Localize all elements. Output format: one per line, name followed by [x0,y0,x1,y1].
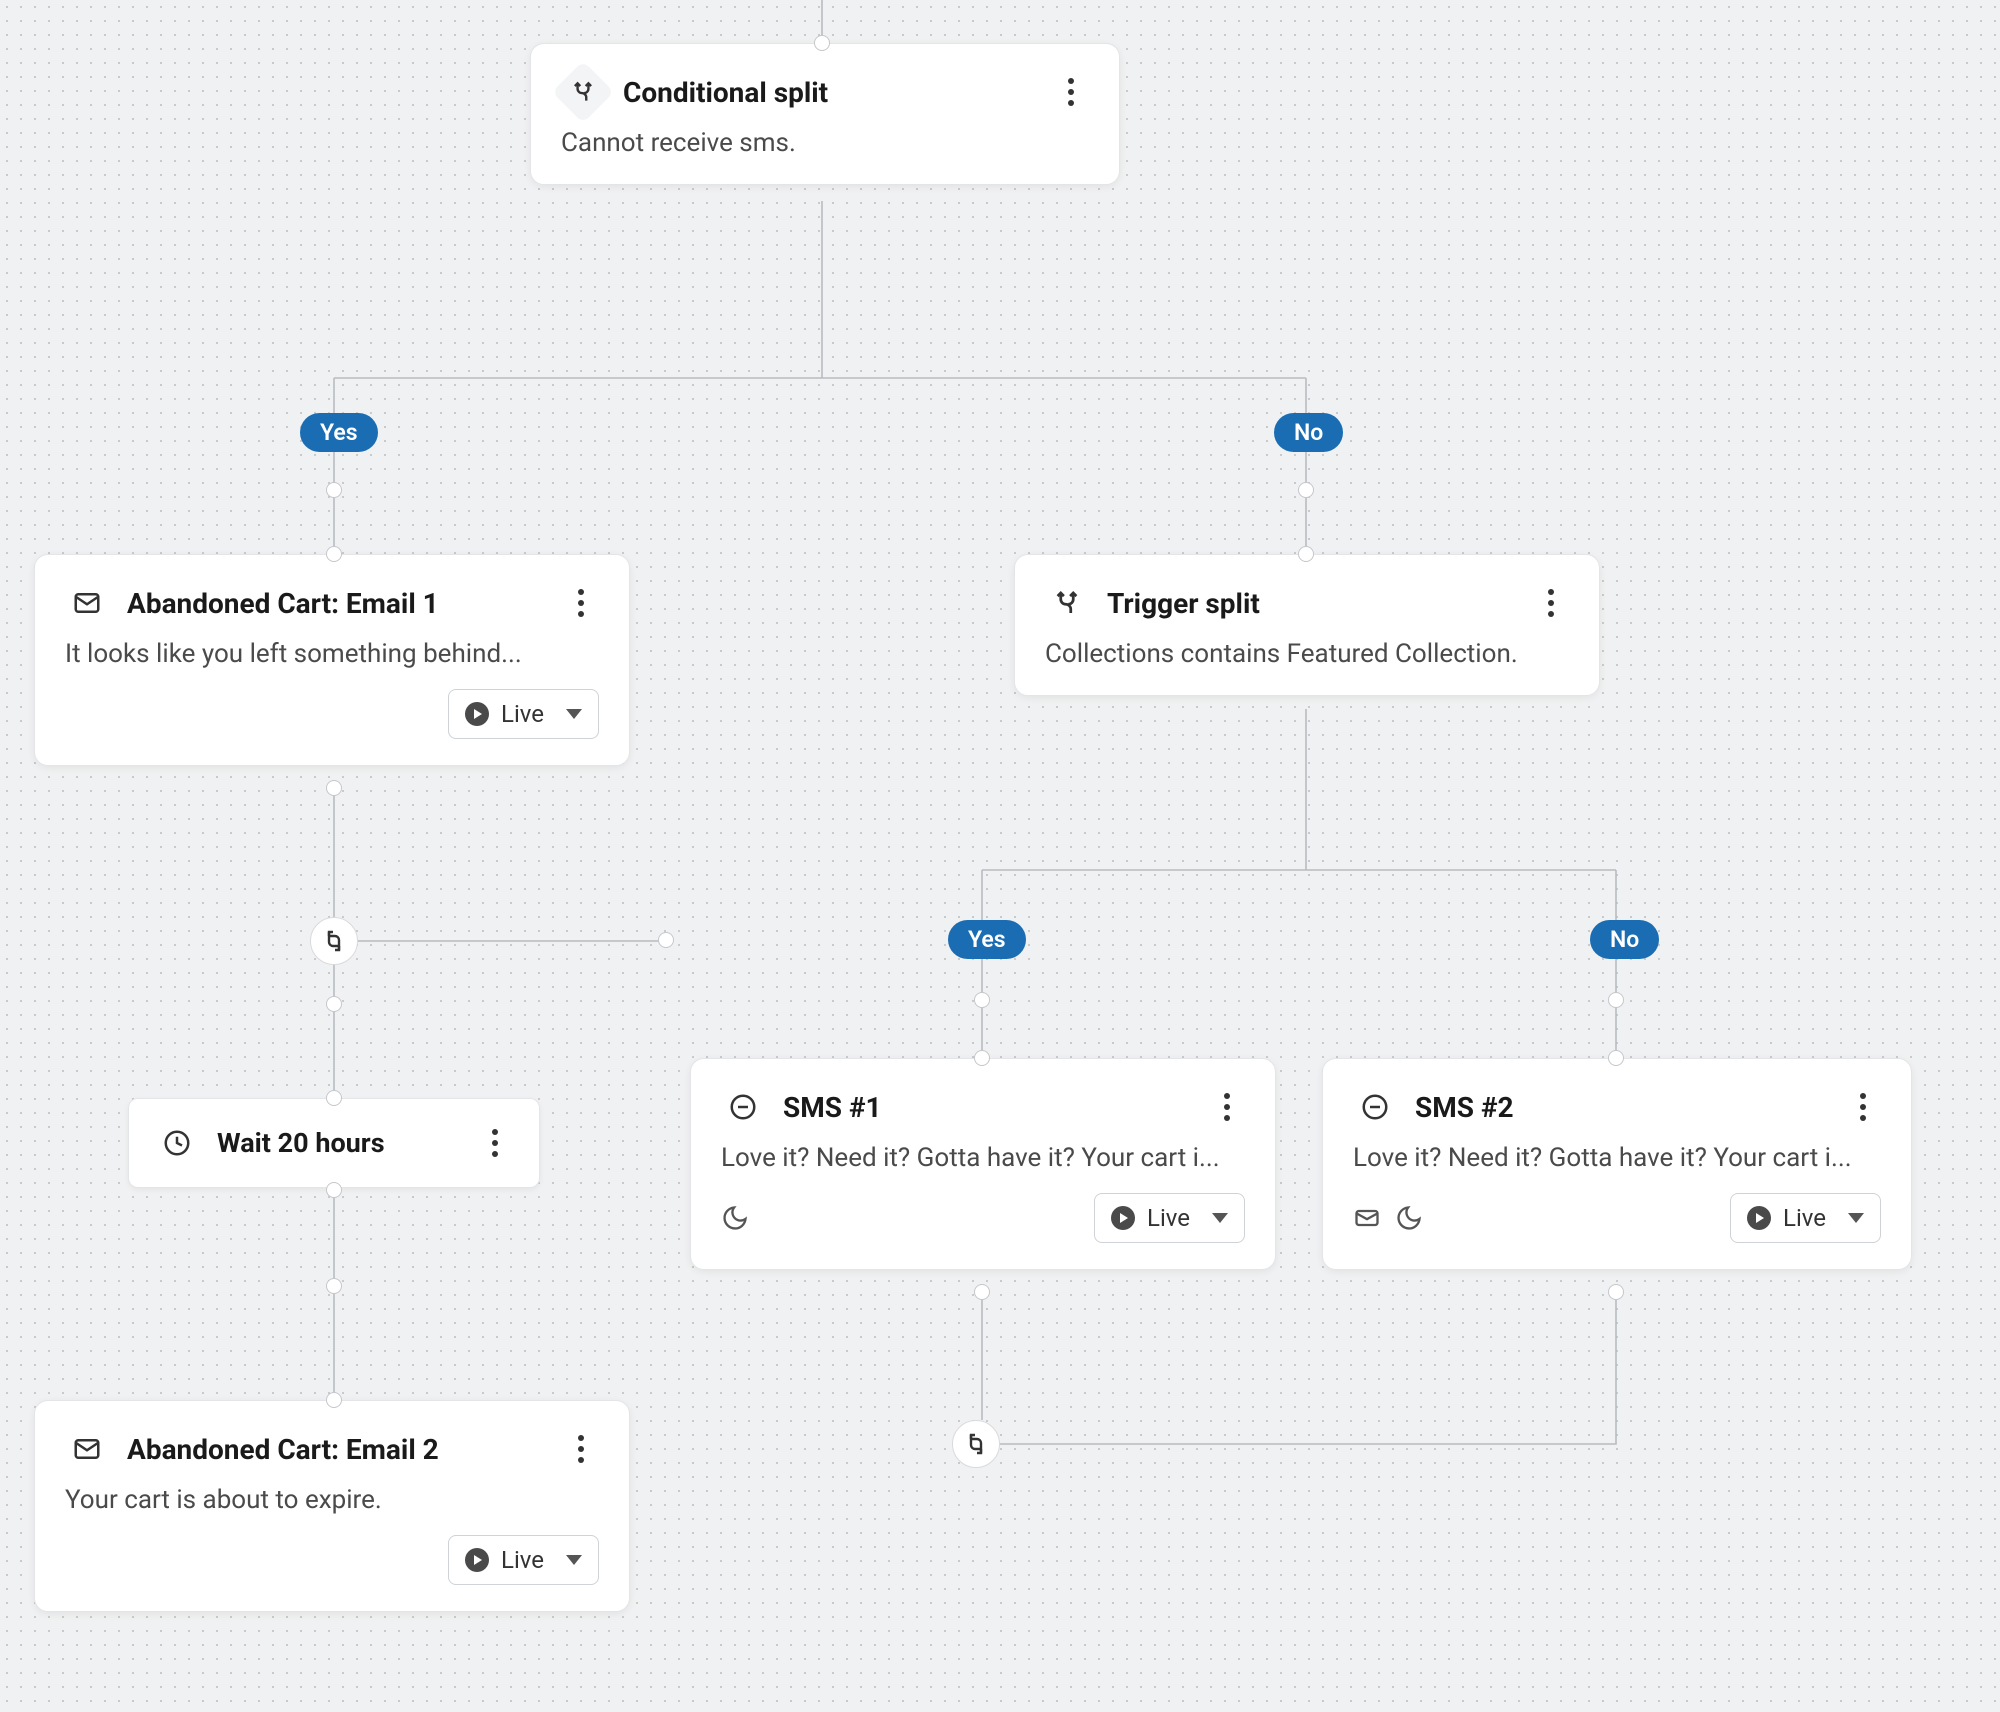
no-badge: No [1590,920,1659,959]
yes-badge: Yes [948,920,1026,959]
moon-icon [721,1204,749,1232]
moon-icon [1395,1204,1423,1232]
chevron-down-icon [566,1555,582,1565]
node-title: Abandoned Cart: Email 2 [127,1433,545,1466]
node-sms-1[interactable]: SMS #1 Love it? Need it? Gotta have it? … [690,1058,1276,1270]
live-indicator-icon [1111,1206,1135,1230]
no-badge: No [1274,413,1343,452]
status-select[interactable]: Live [1730,1193,1881,1243]
connector-port[interactable] [326,996,342,1012]
node-title: SMS #1 [783,1091,1191,1124]
shuffle-icon [322,929,346,953]
connector-port[interactable] [1608,1050,1624,1066]
connector-port[interactable] [974,1050,990,1066]
email-small-icon [1353,1204,1381,1232]
connector-port[interactable] [326,546,342,562]
more-button[interactable] [1533,585,1569,621]
node-desc: Collections contains Featured Collection… [1045,639,1569,669]
node-title: Trigger split [1107,587,1515,620]
status-label: Live [501,1546,544,1574]
status-select[interactable]: Live [448,1535,599,1585]
more-button[interactable] [563,1431,599,1467]
flow-canvas[interactable]: Conditional split Cannot receive sms. Ab… [0,0,2000,1712]
more-button[interactable] [563,585,599,621]
status-select[interactable]: Live [1094,1193,1245,1243]
sms-icon [1353,1085,1397,1129]
node-sms-2[interactable]: SMS #2 Love it? Need it? Gotta have it? … [1322,1058,1912,1270]
chevron-down-icon [1848,1213,1864,1223]
node-desc: Your cart is about to expire. [65,1485,599,1515]
node-title: SMS #2 [1415,1091,1827,1124]
connector-port[interactable] [974,992,990,1008]
node-wait[interactable]: Wait 20 hours [128,1098,540,1188]
shuffle-icon [964,1432,988,1456]
connector-port[interactable] [658,932,674,948]
connector-port[interactable] [1298,546,1314,562]
email-icon [65,581,109,625]
node-email-1[interactable]: Abandoned Cart: Email 1 It looks like yo… [34,554,630,766]
status-label: Live [1147,1204,1190,1232]
status-label: Live [501,700,544,728]
node-title: Wait 20 hours [217,1127,459,1159]
shuffle-node[interactable] [310,917,358,965]
node-title: Abandoned Cart: Email 1 [127,587,545,620]
connector-port[interactable] [1608,992,1624,1008]
live-indicator-icon [465,702,489,726]
clock-icon [155,1121,199,1165]
node-desc: Cannot receive sms. [561,128,1089,158]
node-email-2[interactable]: Abandoned Cart: Email 2 Your cart is abo… [34,1400,630,1612]
live-indicator-icon [465,1548,489,1572]
connector-port[interactable] [326,780,342,796]
email-icon [65,1427,109,1471]
node-conditional-split[interactable]: Conditional split Cannot receive sms. [530,43,1120,185]
chevron-down-icon [1212,1213,1228,1223]
live-indicator-icon [1747,1206,1771,1230]
more-button[interactable] [477,1125,513,1161]
split-icon [552,61,614,123]
connector-port[interactable] [1298,482,1314,498]
connector-port[interactable] [326,1278,342,1294]
connector-port[interactable] [326,1392,342,1408]
chevron-down-icon [566,709,582,719]
status-label: Live [1783,1204,1826,1232]
more-button[interactable] [1053,74,1089,110]
connector-port[interactable] [326,1182,342,1198]
more-button[interactable] [1845,1089,1881,1125]
more-button[interactable] [1209,1089,1245,1125]
connector-port[interactable] [814,35,830,51]
connector-port[interactable] [1608,1284,1624,1300]
connector-port[interactable] [326,1090,342,1106]
trigger-split-icon [1045,581,1089,625]
node-title: Conditional split [623,76,1035,109]
connector-port[interactable] [326,482,342,498]
node-desc: Love it? Need it? Gotta have it? Your ca… [721,1143,1245,1173]
connector-port[interactable] [974,1284,990,1300]
node-trigger-split[interactable]: Trigger split Collections contains Featu… [1014,554,1600,696]
node-desc: It looks like you left something behind.… [65,639,599,669]
sms-icon [721,1085,765,1129]
node-desc: Love it? Need it? Gotta have it? Your ca… [1353,1143,1881,1173]
shuffle-node[interactable] [952,1420,1000,1468]
status-select[interactable]: Live [448,689,599,739]
yes-badge: Yes [300,413,378,452]
